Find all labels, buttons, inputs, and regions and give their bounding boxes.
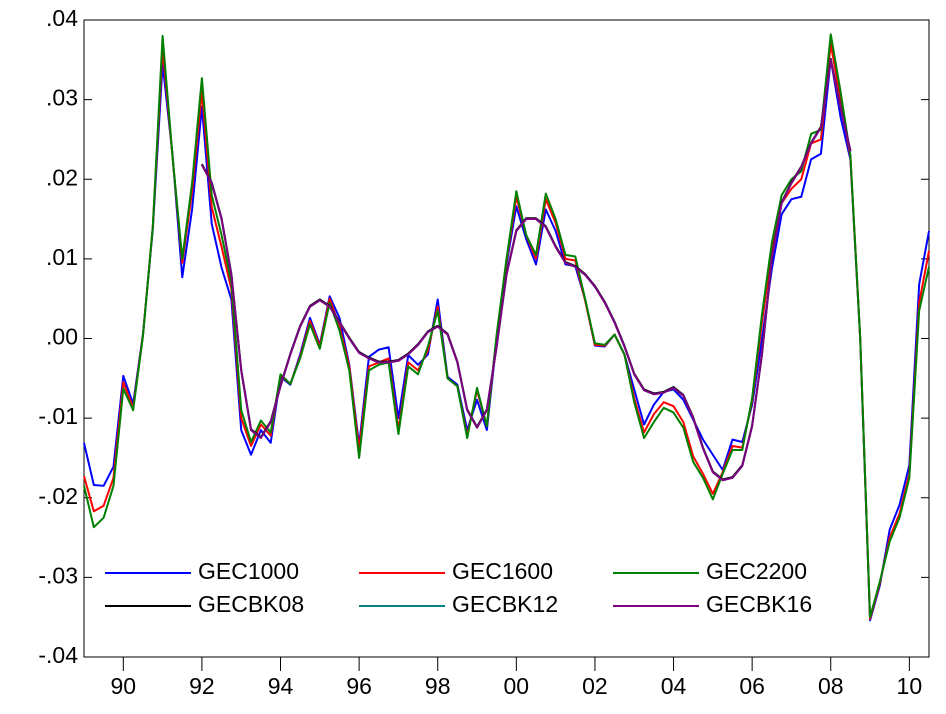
legend-label: GECBK16 xyxy=(706,591,812,617)
y-tick-label: -.04 xyxy=(38,642,78,668)
y-tick-label: .03 xyxy=(46,85,78,111)
y-tick-label: .04 xyxy=(46,5,78,31)
series-line xyxy=(201,58,852,482)
y-tick-label: -.02 xyxy=(38,483,78,509)
series-line xyxy=(83,33,930,619)
y-tick-label: .02 xyxy=(46,164,78,190)
series-line xyxy=(83,58,930,622)
y-tick-label: .00 xyxy=(46,324,78,350)
x-tick-label: 94 xyxy=(268,673,294,699)
x-tick-label: 04 xyxy=(661,673,687,699)
x-tick-label: 96 xyxy=(346,673,372,699)
x-tick-label: 90 xyxy=(111,673,137,699)
x-tick-label: 02 xyxy=(582,673,608,699)
y-tick-label: -.03 xyxy=(38,562,78,588)
x-tick-label: 92 xyxy=(189,673,215,699)
x-tick-label: 98 xyxy=(425,673,451,699)
legend-label: GECBK12 xyxy=(452,591,558,617)
y-tick-label: -.01 xyxy=(38,403,78,429)
legend-label: GEC1000 xyxy=(198,558,299,584)
x-tick-label: 10 xyxy=(897,673,923,699)
x-tick-label: 06 xyxy=(739,673,765,699)
x-tick-label: 00 xyxy=(504,673,530,699)
series-line xyxy=(83,42,930,620)
x-tick-label: 08 xyxy=(818,673,844,699)
legend-label: GECBK08 xyxy=(198,591,304,617)
legend-label: GEC2200 xyxy=(706,558,807,584)
legend-label: GEC1600 xyxy=(452,558,553,584)
y-tick-label: .01 xyxy=(46,244,78,270)
